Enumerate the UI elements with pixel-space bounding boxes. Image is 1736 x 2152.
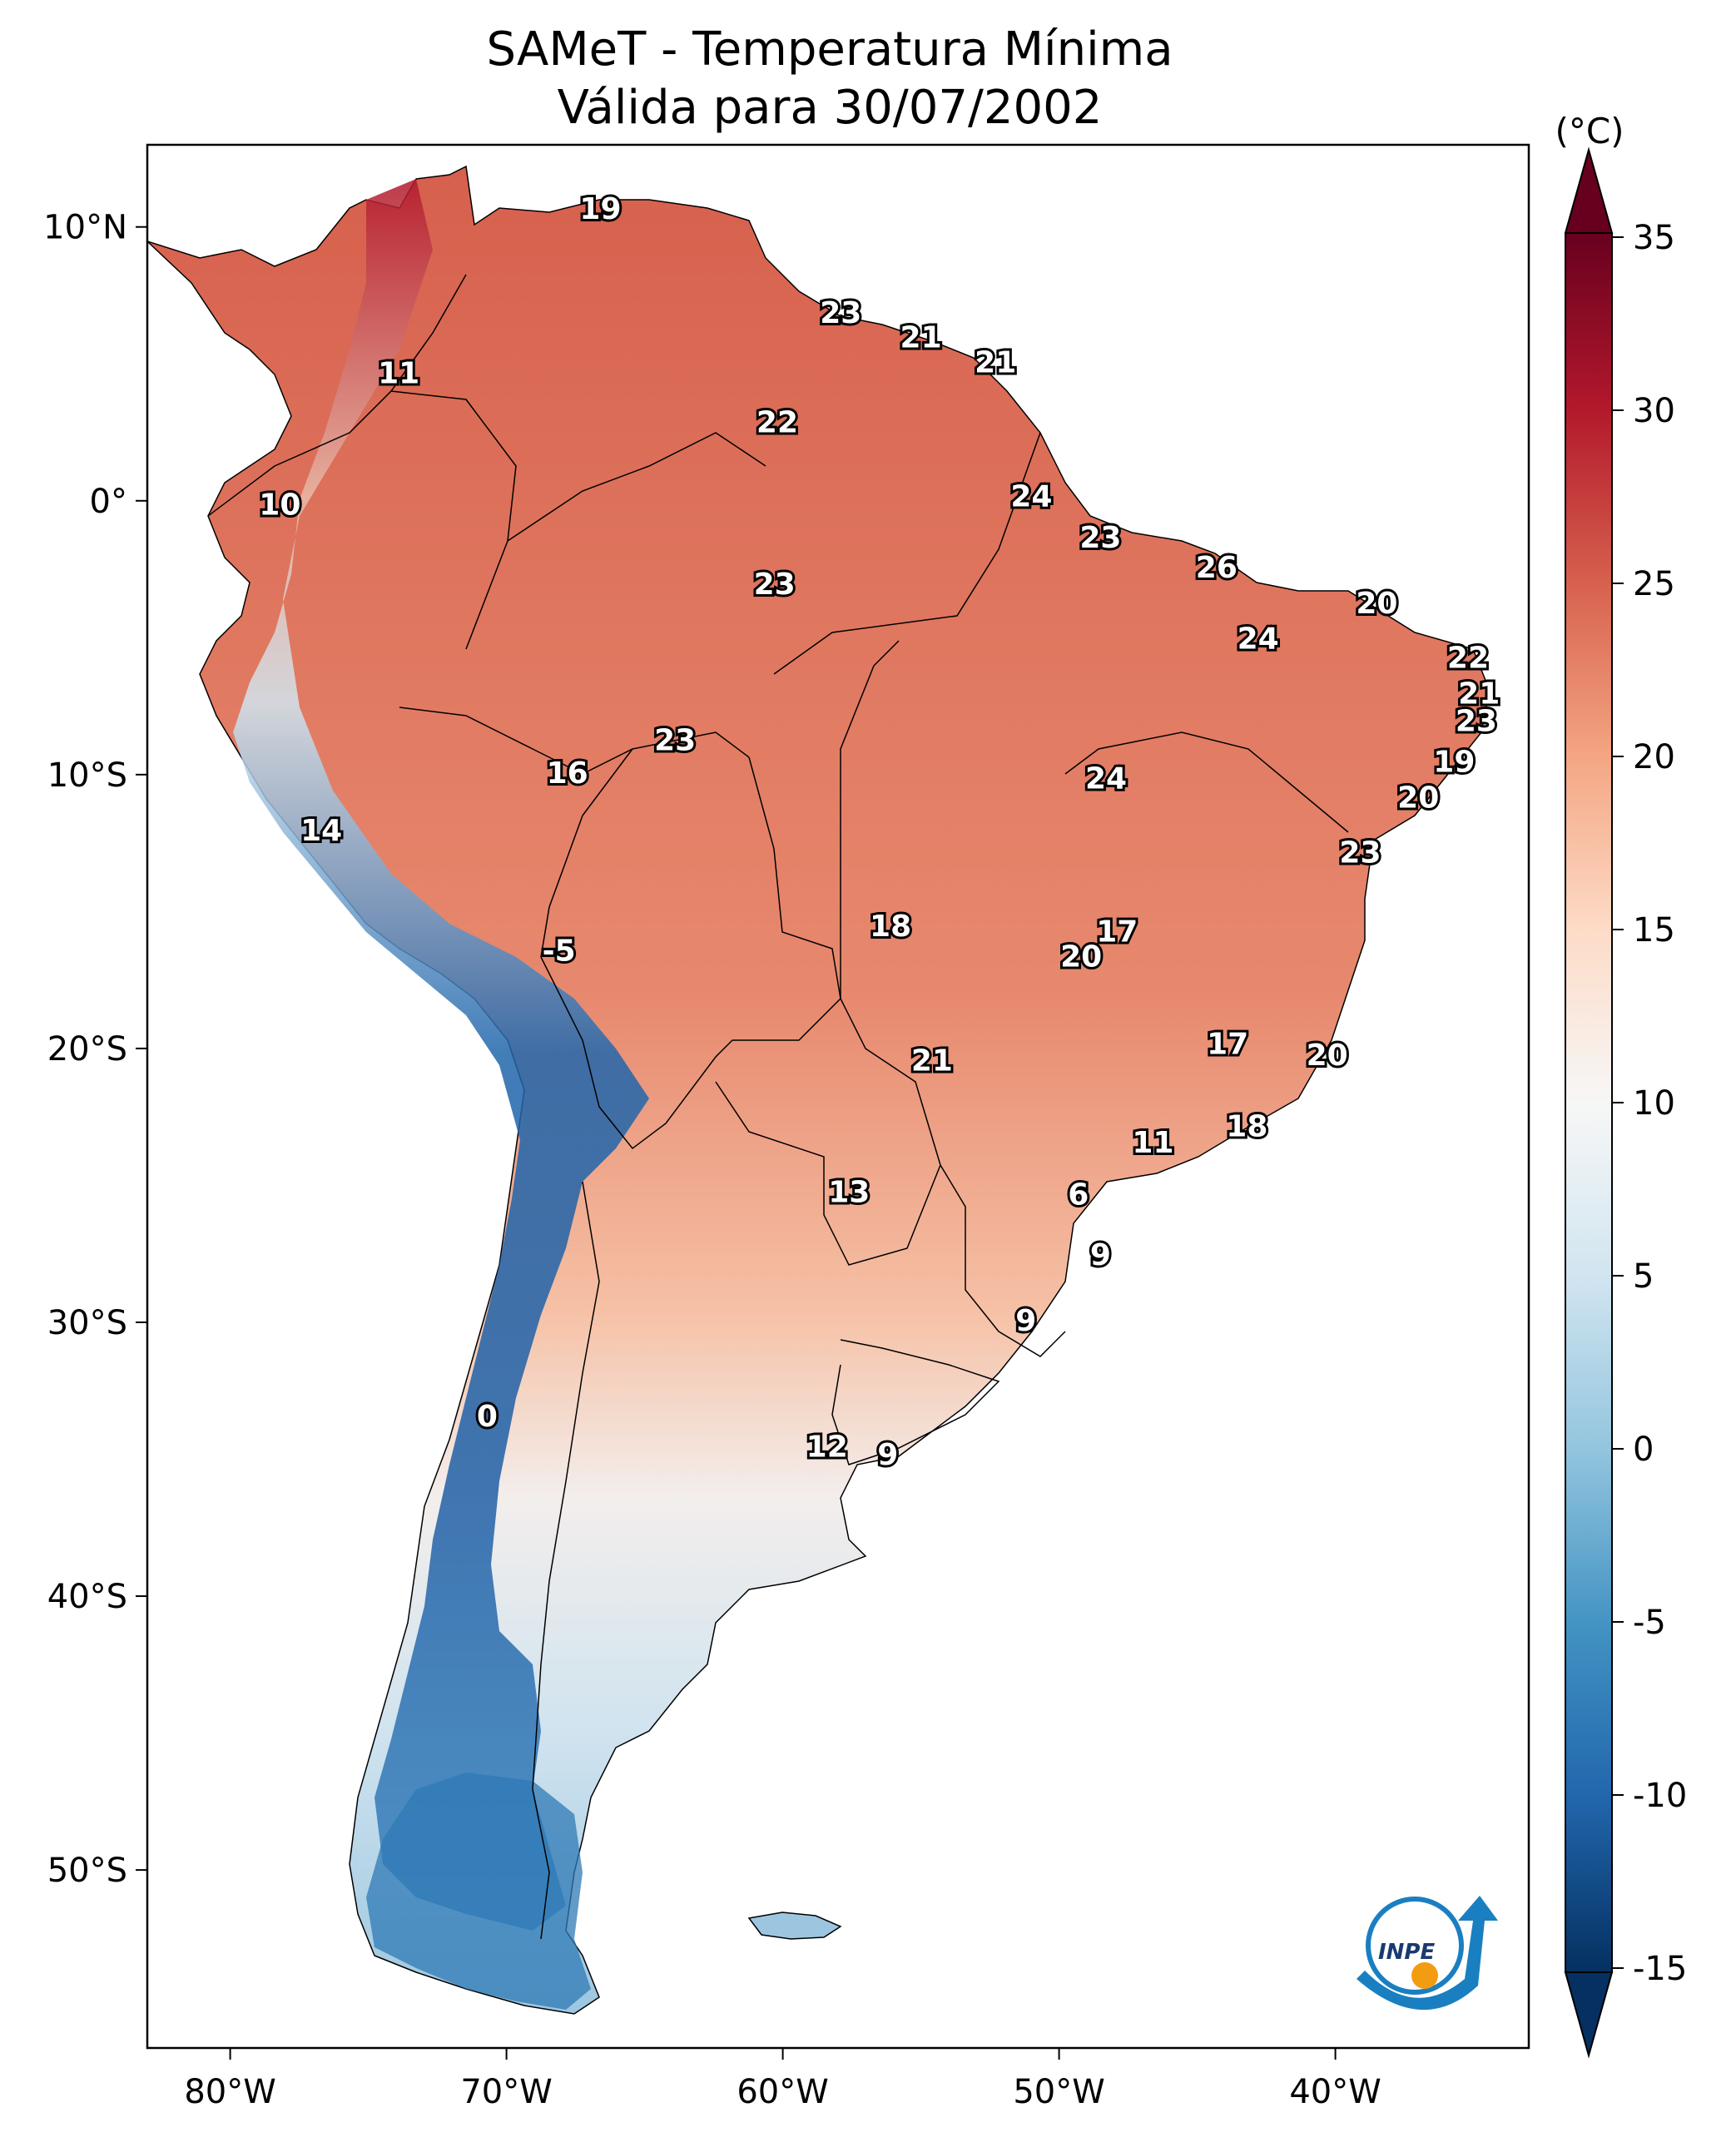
colorbar-tick-label: -10: [1633, 1777, 1687, 1815]
colorbar-tick-label: 0: [1633, 1431, 1654, 1469]
station-label: 9: [1015, 1304, 1036, 1338]
y-axis-ticks: 10°N 0° 10°S 20°S 30°S 40°S 50°S: [43, 209, 147, 1890]
x-tick-label: 70°W: [460, 2073, 552, 2111]
x-tick-label: 80°W: [184, 2073, 275, 2111]
station-label: 20: [1060, 940, 1102, 974]
station-label: 17: [1207, 1028, 1248, 1062]
colorbar-tick-label: 10: [1633, 1084, 1675, 1123]
station-label: 21: [911, 1044, 953, 1078]
colorbar-unit: (°C): [1555, 111, 1624, 151]
station-label: 26: [1196, 551, 1238, 585]
x-tick-label: 50°W: [1013, 2073, 1104, 2111]
station-label: 23: [1456, 704, 1497, 738]
station-label: 23: [1339, 836, 1381, 870]
colorbar-tick-label: 5: [1633, 1257, 1654, 1296]
station-label: 23: [820, 296, 861, 330]
inpe-logo-arrow-icon: [1357, 1896, 1498, 2011]
station-label: 13: [828, 1175, 870, 1209]
station-label: 6: [1068, 1178, 1089, 1212]
station-label: 24: [1238, 622, 1279, 657]
y-tick-label: 50°S: [47, 1852, 127, 1890]
colorbar-ticks: 35 30 25 20 15 10 5 0 -5 -10 -15: [1612, 219, 1687, 1988]
station-label: 21: [900, 321, 942, 355]
station-label: 17: [1096, 915, 1138, 950]
station-label: 18: [870, 910, 911, 944]
station-label: 22: [1447, 642, 1489, 676]
colorbar-top-extend: [1564, 146, 1614, 234]
station-label: 20: [1356, 587, 1397, 621]
colorbar-tick-label: 25: [1633, 565, 1675, 603]
colorbar-tick-label: 35: [1633, 219, 1675, 257]
colorbar-body: [1565, 232, 1613, 1973]
colorbar-tick-label: -5: [1633, 1604, 1666, 1642]
station-label: 20: [1397, 781, 1439, 815]
station-label: 19: [1433, 746, 1475, 780]
station-label: 24: [1010, 479, 1052, 513]
colorbar-tick-label: 30: [1633, 392, 1675, 430]
inpe-logo-ring: [1366, 1897, 1464, 1995]
inpe-logo: INPE: [1357, 1896, 1498, 2011]
station-label: 22: [756, 406, 798, 440]
map-frame: [146, 143, 1530, 2050]
station-label: 11: [1132, 1126, 1173, 1160]
station-label: 24: [1085, 761, 1127, 796]
station-label: 12: [806, 1430, 848, 1464]
station-label: 11: [378, 356, 419, 390]
falkland-islands: [747, 1912, 842, 1940]
x-axis-ticks: 80°W 70°W 60°W 50°W 40°W: [184, 2048, 1381, 2111]
station-label: 20: [1307, 1039, 1348, 1073]
station-label: 9: [1090, 1238, 1111, 1272]
x-tick-label: 60°W: [737, 2073, 828, 2111]
station-label: -5: [543, 935, 576, 969]
y-tick-label: 0°: [90, 483, 127, 521]
colorbar: (°C) 35 30 25 20 15 10 5 0 -5 -10 -15: [1555, 111, 1687, 2059]
inpe-logo-dot: [1411, 1962, 1438, 1989]
station-label: 23: [1079, 521, 1121, 555]
station-label: 21: [975, 345, 1016, 379]
y-tick-label: 40°S: [47, 1578, 127, 1616]
colorbar-bottom-extend: [1564, 1971, 1614, 2059]
andes-cold-region: [233, 179, 649, 1931]
y-tick-label: 10°S: [47, 756, 127, 795]
station-label: 18: [1226, 1109, 1267, 1143]
map-subtitle: Válida para 30/07/2002: [558, 81, 1103, 135]
x-tick-label: 40°W: [1289, 2073, 1381, 2111]
colorbar-tick-label: 20: [1633, 738, 1675, 776]
station-label: 21: [1458, 677, 1500, 711]
colorbar-tick-label: 15: [1633, 911, 1675, 950]
station-label: 23: [654, 723, 696, 757]
map-title: SAMeT - Temperatura Mínima: [486, 22, 1173, 77]
colorbar-tick-label: -15: [1633, 1950, 1687, 1988]
y-tick-label: 20°S: [47, 1030, 127, 1069]
station-label: 10: [259, 488, 300, 522]
station-label: 14: [300, 814, 342, 848]
station-label: 23: [754, 568, 796, 602]
y-tick-label: 30°S: [47, 1304, 127, 1342]
y-tick-label: 10°N: [43, 209, 127, 247]
station-label: 16: [547, 756, 588, 791]
patagonia-cold-region: [366, 1773, 591, 2010]
country-borders: [207, 274, 1349, 1940]
station-label: 19: [579, 192, 621, 226]
inpe-logo-text: INPE: [1378, 1940, 1435, 1965]
station-label: 0: [477, 1400, 498, 1434]
station-label: 9: [877, 1438, 898, 1472]
